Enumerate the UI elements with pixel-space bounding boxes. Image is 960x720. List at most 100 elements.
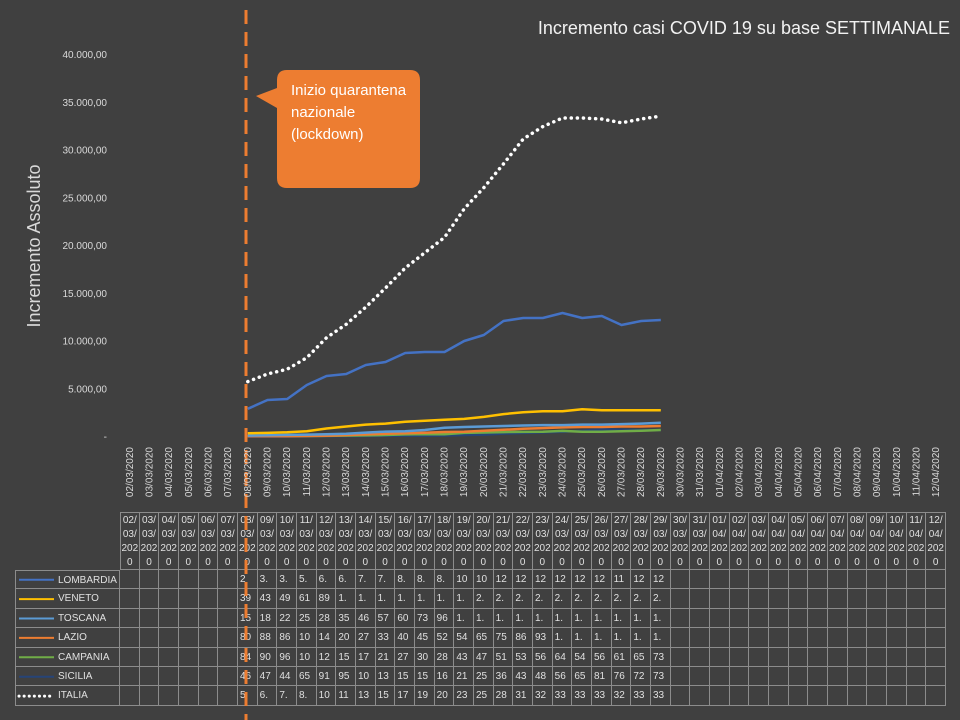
table-value-cell: [729, 686, 750, 706]
table-value-cell: [179, 628, 199, 648]
table-value-cell: 12: [592, 570, 612, 590]
table-value-cell: 6.: [316, 570, 337, 590]
table-value-cell: [867, 570, 887, 590]
table-value-cell: [906, 647, 927, 667]
y-tick-label: 20.000,00: [63, 241, 108, 252]
table-value-cell: [887, 608, 907, 629]
table-value-cell: 27: [356, 628, 376, 648]
table-value-cell: [749, 589, 769, 609]
table-value-cell: 1.: [572, 628, 592, 648]
table-value-cell: [769, 608, 789, 629]
table-value-cell: 12: [513, 570, 533, 590]
table-value-cell: [808, 628, 828, 648]
table-value-cell: [218, 628, 238, 648]
table-value-cell: 51: [493, 647, 514, 667]
table-header-cell: 24/03/2020: [552, 512, 573, 570]
table-value-cell: 39: [238, 589, 258, 609]
table-header-cell: 27/03/2020: [611, 512, 632, 570]
table-value-cell: 21: [375, 647, 396, 667]
table-value-cell: 5: [238, 686, 258, 706]
table-value-cell: [120, 628, 140, 648]
table-value-cell: [926, 686, 946, 706]
table-value-cell: [690, 686, 710, 706]
table-value-cell: [218, 647, 238, 667]
table-value-cell: [769, 628, 789, 648]
table-header-cell: 31/03/2020: [690, 512, 710, 570]
table-header-cell: 08/04/2020: [847, 512, 868, 570]
table-value-cell: [808, 608, 828, 629]
x-tick-label: 03/04/2020: [754, 447, 765, 497]
table-value-cell: [788, 686, 809, 706]
table-value-cell: 14: [316, 628, 337, 648]
table-value-cell: 7.: [356, 570, 376, 590]
table-value-cell: [808, 667, 828, 687]
table-value-cell: 61: [297, 589, 317, 609]
table-value-cell: [139, 589, 160, 609]
x-tick-label: 17/03/2020: [420, 447, 431, 497]
table-value-cell: [139, 608, 160, 629]
table-value-cell: [218, 667, 238, 687]
table-value-cell: [788, 667, 809, 687]
table-value-cell: [749, 667, 769, 687]
table-value-cell: 96: [434, 608, 455, 629]
table-header-cell: 02/03/2020: [120, 512, 140, 570]
table-value-cell: [867, 647, 887, 667]
table-value-cell: [690, 570, 710, 590]
table-value-cell: 12: [651, 570, 671, 590]
table-value-cell: [788, 647, 809, 667]
x-tick-label: 30/03/2020: [676, 447, 687, 497]
table-header-cell: 18/03/2020: [434, 512, 455, 570]
table-value-cell: [887, 686, 907, 706]
table-value-cell: 8.: [395, 570, 415, 590]
table-header-cell: 30/03/2020: [670, 512, 691, 570]
series-line: [247, 408, 661, 435]
table-value-cell: 65: [572, 667, 592, 687]
table-value-cell: [159, 628, 179, 648]
table-value-cell: 76: [611, 667, 632, 687]
table-header-cell: 06/03/2020: [198, 512, 219, 570]
table-value-cell: 65: [631, 647, 651, 667]
table-value-cell: [788, 608, 809, 629]
table-value-cell: 10: [316, 686, 337, 706]
table-value-cell: 40: [395, 628, 415, 648]
x-tick-label: 18/03/2020: [440, 447, 451, 497]
table-value-cell: [179, 686, 199, 706]
table-value-cell: [710, 570, 730, 590]
table-value-cell: [887, 570, 907, 590]
table-value-cell: 2: [238, 570, 258, 590]
table-header-cell: 11/04/2020: [906, 512, 927, 570]
table-value-cell: 65: [474, 628, 494, 648]
table-value-cell: [670, 647, 691, 667]
table-value-cell: 1.: [336, 589, 356, 609]
table-value-cell: [867, 628, 887, 648]
legend-cell: ITALIA: [15, 686, 120, 706]
table-value-cell: 1.: [611, 608, 632, 629]
table-header-cell: 03/04/2020: [749, 512, 769, 570]
table-value-cell: [828, 686, 848, 706]
y-tick-label: 25.000,00: [63, 193, 108, 204]
table-header-cell: 01/04/2020: [710, 512, 730, 570]
table-header-cell: 17/03/2020: [415, 512, 435, 570]
table-value-cell: 56: [533, 647, 553, 667]
series-line: [247, 421, 661, 437]
table-value-cell: 10: [297, 628, 317, 648]
table-header-cell: 16/03/2020: [395, 512, 415, 570]
table-header-cell: 20/03/2020: [474, 512, 494, 570]
table-value-cell: [198, 570, 219, 590]
series-line: [247, 428, 661, 438]
table-value-cell: 1.: [454, 589, 474, 609]
table-value-cell: [729, 628, 750, 648]
x-tick-label: 31/03/2020: [695, 447, 706, 497]
table-value-cell: [139, 686, 160, 706]
table-value-cell: [828, 608, 848, 629]
table-value-cell: 60: [395, 608, 415, 629]
table-value-cell: [670, 628, 691, 648]
table-value-cell: 1.: [474, 608, 494, 629]
x-tick-label: 03/03/2020: [145, 447, 156, 497]
table-value-cell: [788, 570, 809, 590]
table-value-cell: [749, 647, 769, 667]
table-header-cell: 07/03/2020: [218, 512, 238, 570]
table-value-cell: 15: [395, 667, 415, 687]
table-value-cell: 93: [533, 628, 553, 648]
table-header-cell: 12/03/2020: [316, 512, 337, 570]
